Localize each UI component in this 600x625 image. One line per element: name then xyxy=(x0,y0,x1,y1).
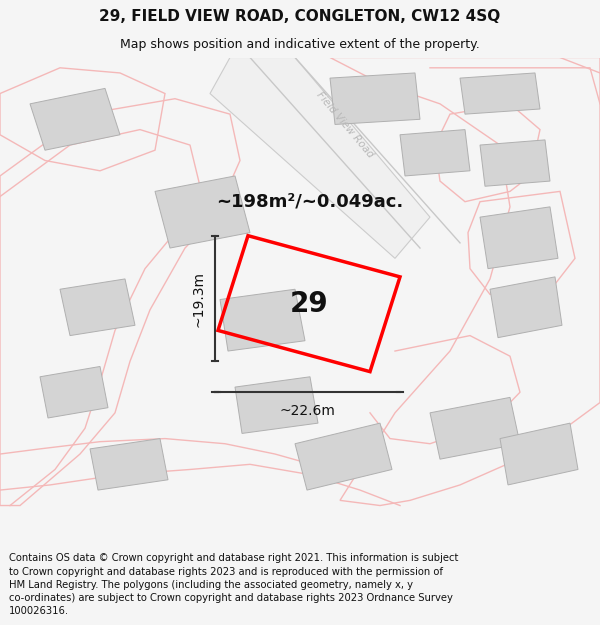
Polygon shape xyxy=(220,289,305,351)
Text: 29, FIELD VIEW ROAD, CONGLETON, CW12 4SQ: 29, FIELD VIEW ROAD, CONGLETON, CW12 4SQ xyxy=(100,9,500,24)
Text: Map shows position and indicative extent of the property.: Map shows position and indicative extent… xyxy=(120,38,480,51)
Polygon shape xyxy=(235,377,318,433)
Polygon shape xyxy=(500,423,578,485)
Polygon shape xyxy=(480,207,558,269)
Text: ~198m²/~0.049ac.: ~198m²/~0.049ac. xyxy=(217,192,404,211)
Text: ~22.6m: ~22.6m xyxy=(280,404,335,418)
Text: Contains OS data © Crown copyright and database right 2021. This information is : Contains OS data © Crown copyright and d… xyxy=(9,553,458,616)
Polygon shape xyxy=(90,439,168,490)
Polygon shape xyxy=(30,88,120,150)
Text: Field View Road: Field View Road xyxy=(314,89,376,159)
Polygon shape xyxy=(480,140,550,186)
Polygon shape xyxy=(210,58,430,258)
Polygon shape xyxy=(460,73,540,114)
Polygon shape xyxy=(490,277,562,338)
Polygon shape xyxy=(40,366,108,418)
Polygon shape xyxy=(400,129,470,176)
Polygon shape xyxy=(330,73,420,124)
Polygon shape xyxy=(430,398,520,459)
Polygon shape xyxy=(60,279,135,336)
Polygon shape xyxy=(295,423,392,490)
Text: ~19.3m: ~19.3m xyxy=(192,271,206,326)
Text: 29: 29 xyxy=(290,289,328,318)
Polygon shape xyxy=(155,176,250,248)
